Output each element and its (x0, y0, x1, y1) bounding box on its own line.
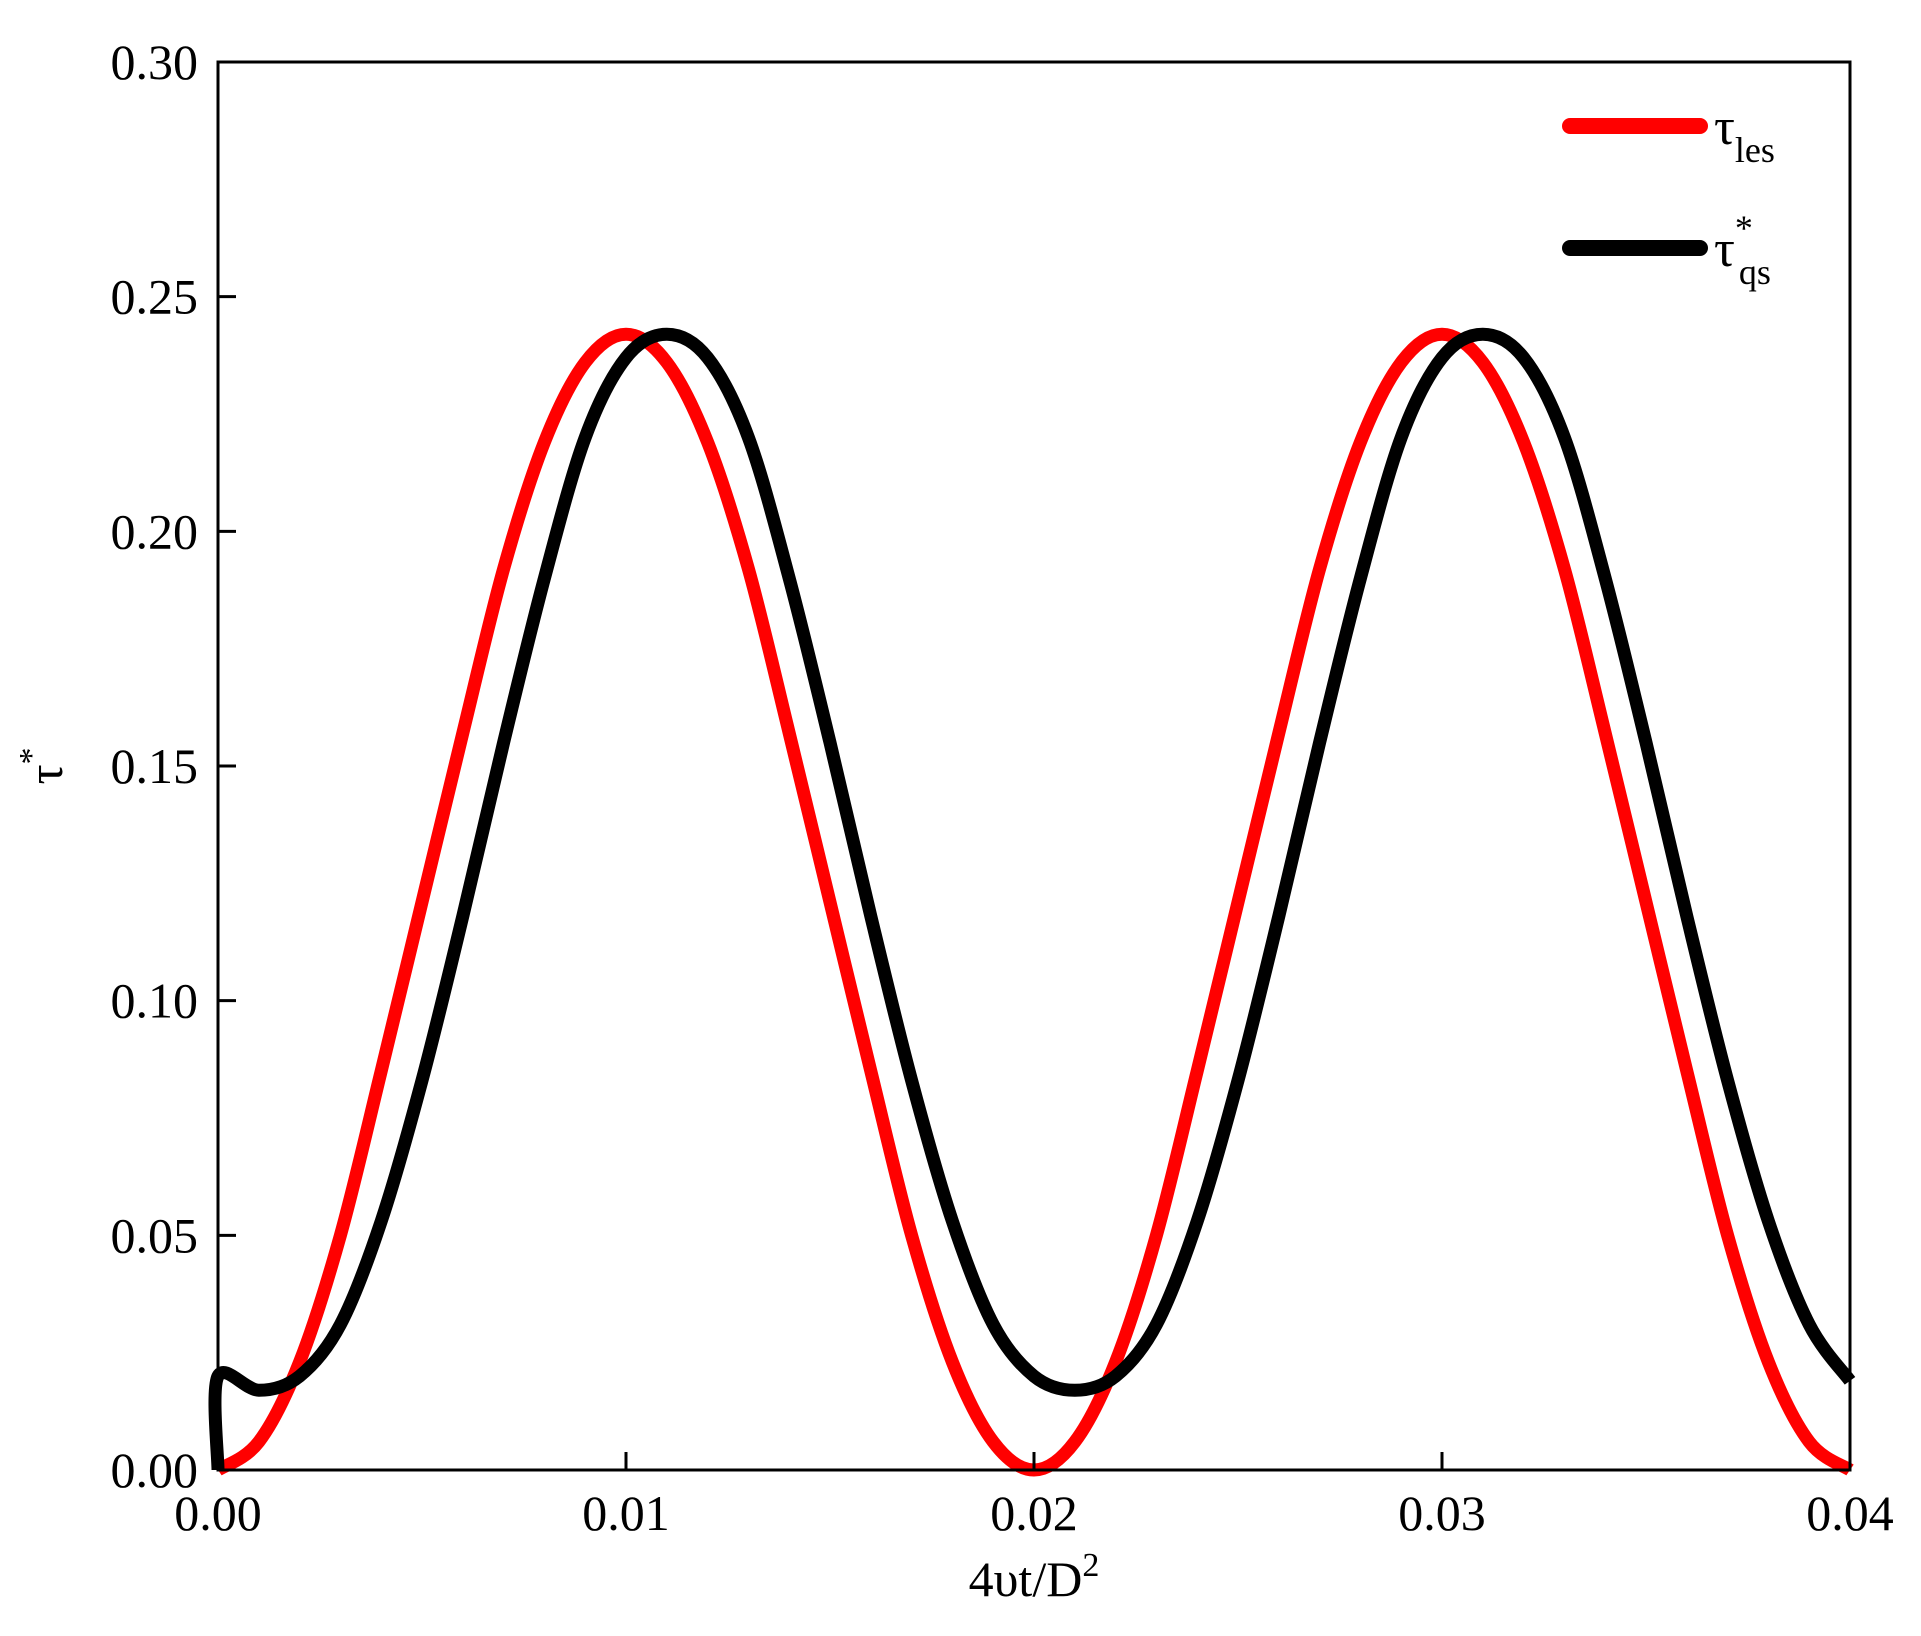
legend-qs-sup: * (1735, 208, 1753, 248)
y-tick-label: 0.20 (111, 503, 199, 559)
legend-qs-base: τ (1714, 221, 1735, 278)
y-tick-label: 0.00 (111, 1442, 199, 1498)
ticks-layer: 0.00 0.01 0.02 0.03 0.04 0.00 0.05 0.10 0.15 0.20… (111, 34, 1894, 1541)
x-axis-label-sup: 2 (1082, 1547, 1099, 1584)
x-tick-label: 0.03 (1398, 1485, 1486, 1541)
x-axis-label: 4υt/D2 (969, 1547, 1100, 1607)
y-axis-label: τ* (13, 747, 73, 784)
y-tick-label: 0.15 (111, 738, 199, 794)
y-tick-label: 0.10 (111, 973, 199, 1029)
legend-les-sub: les (1735, 130, 1775, 170)
legend-label-qs: τ* qs (1714, 208, 1771, 292)
series-line-qs (208, 327, 1856, 1471)
x-tick-label: 0.00 (174, 1485, 262, 1541)
legend-qs-sub: qs (1739, 252, 1771, 292)
x-tick-label: 0.01 (582, 1485, 670, 1541)
y-tick-label: 0.25 (111, 269, 199, 325)
legend: τles τ* qs (1562, 99, 1775, 292)
x-axis-label-base: 4υt/D (969, 1551, 1083, 1607)
series-layer (208, 327, 1856, 1477)
y-tick-label: 0.05 (111, 1207, 199, 1263)
legend-label-les: τles (1714, 99, 1775, 170)
y-axis-label-sup: * (13, 747, 50, 764)
legend-les-base: τ (1714, 99, 1735, 156)
x-tick-label: 0.04 (1806, 1485, 1894, 1541)
plot-frame (216, 60, 1852, 1472)
x-tick-label: 0.02 (990, 1485, 1078, 1541)
y-axis-label-base: τ (17, 764, 73, 784)
y-tick-label: 0.30 (111, 34, 199, 90)
